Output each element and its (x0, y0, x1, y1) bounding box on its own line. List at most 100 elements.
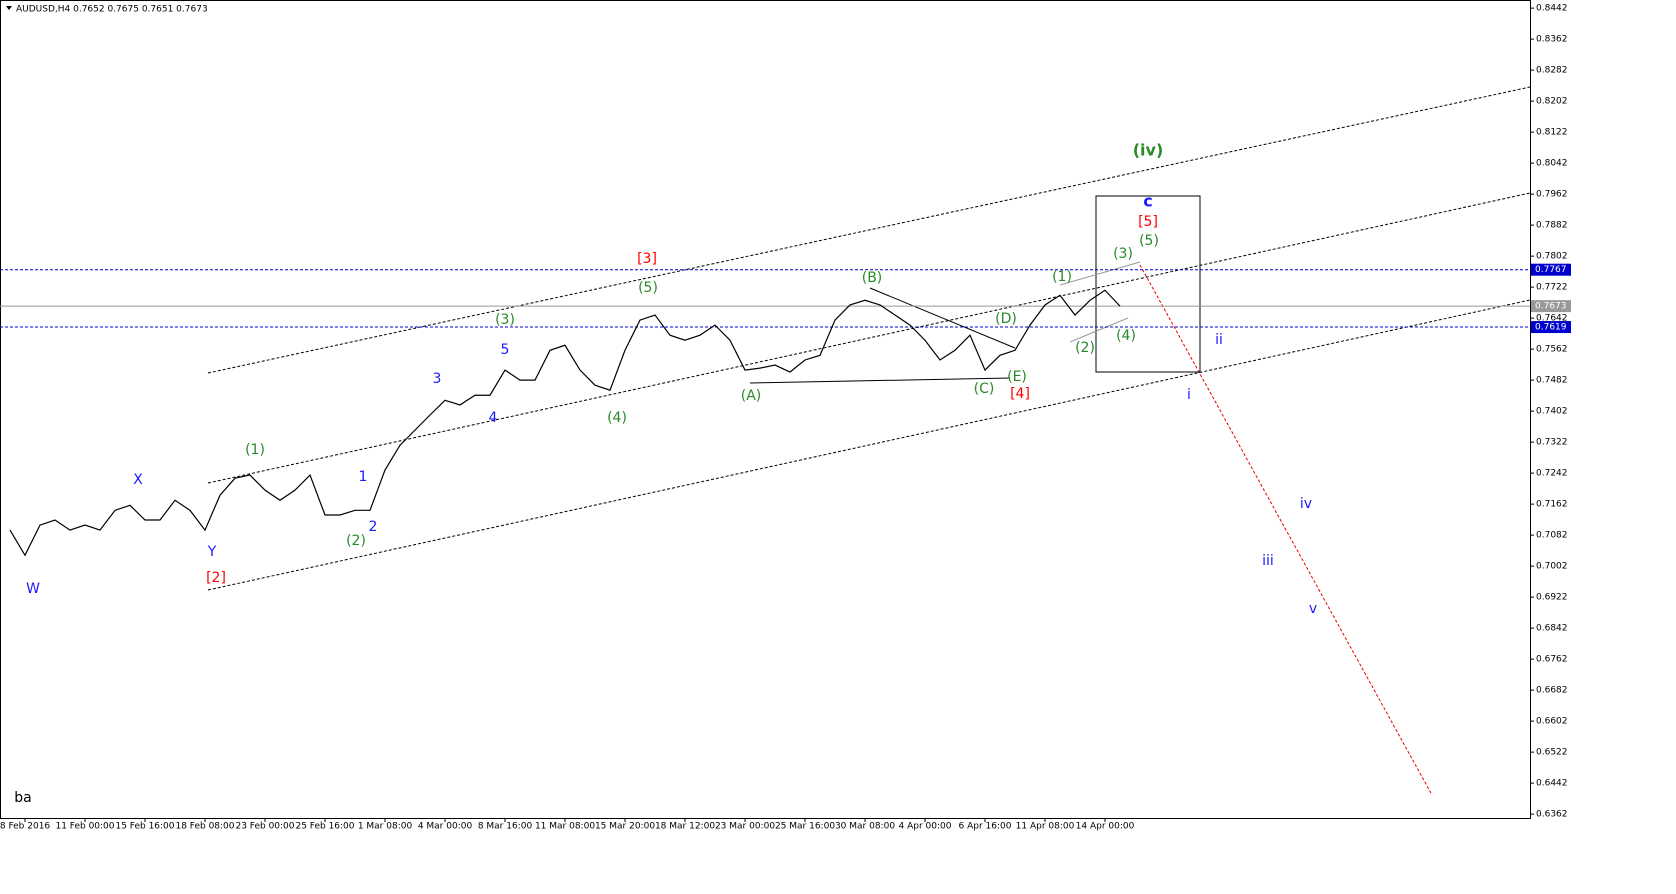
y-tick-label: 0.7882 (1536, 221, 1568, 231)
wave-label: [2] (206, 570, 226, 586)
channel-line (207, 86, 1531, 374)
wave-label: [4] (1010, 386, 1030, 402)
y-tick-label: 0.8042 (1536, 159, 1568, 169)
wave-label: (B) (862, 270, 883, 286)
x-tick-label: 23 Mar 00:00 (715, 822, 775, 832)
y-tick-label: 0.7322 (1536, 438, 1568, 448)
price-level-label: 0.7673 (1535, 302, 1567, 312)
wedge-line (1069, 317, 1129, 343)
price-level-tag (1531, 300, 1571, 313)
x-tick-label: 30 Mar 08:00 (835, 822, 895, 832)
wave-label: (3) (495, 312, 515, 328)
wave-label: c (1143, 192, 1152, 211)
wave-label: (iv) (1133, 141, 1164, 160)
x-tick-label: 11 Mar 08:00 (535, 822, 595, 832)
x-tick-label: 18 Mar 12:00 (655, 822, 715, 832)
y-tick-label: 0.7642 (1536, 314, 1568, 324)
y-tick-label: 0.7242 (1536, 469, 1568, 479)
wave-label: v (1309, 601, 1317, 617)
chart-title: AUDUSD,H4 0.7652 0.7675 0.7651 0.7673 (16, 5, 208, 15)
x-tick-label: 23 Feb 00:00 (235, 822, 294, 832)
y-tick-label: 0.8442 (1536, 4, 1568, 14)
wave-label: (2) (1075, 340, 1095, 356)
y-tick-label: 0.7722 (1536, 283, 1568, 293)
wave-label: 3 (433, 371, 442, 387)
x-tick-label: 25 Feb 16:00 (295, 822, 354, 832)
x-tick-label: 25 Mar 16:00 (775, 822, 835, 832)
x-tick-label: 8 Mar 16:00 (478, 822, 533, 832)
y-tick-label: 0.6522 (1536, 748, 1568, 758)
x-tick-label: 1 Mar 08:00 (358, 822, 413, 832)
x-tick-label: 11 Feb 00:00 (55, 822, 114, 832)
wave-label: [3] (637, 251, 657, 267)
x-tick-label: 18 Feb 08:00 (175, 822, 234, 832)
y-tick-label: 0.6762 (1536, 655, 1568, 665)
y-tick-label: 0.8282 (1536, 66, 1568, 76)
wave-label: (E) (1007, 369, 1027, 385)
wave-label: 1 (359, 469, 368, 485)
y-tick-label: 0.7802 (1536, 252, 1568, 262)
triangle-line (749, 377, 1011, 384)
wave-label: 2 (369, 519, 378, 535)
wave-label: (5) (1139, 233, 1159, 249)
triangle-line (869, 287, 1016, 349)
price-level-tag (1531, 263, 1571, 276)
plot-frame (0, 0, 1531, 819)
x-tick-label: 8 Feb 2016 (0, 822, 50, 832)
channel-line (207, 192, 1531, 484)
wave-label: Y (207, 544, 217, 560)
wave-label: (C) (974, 381, 995, 397)
wedge-line (1059, 261, 1141, 286)
x-tick-label: 6 Apr 16:00 (959, 822, 1012, 832)
y-tick-label: 0.8122 (1536, 128, 1568, 138)
x-tick-label: 4 Mar 00:00 (418, 822, 473, 832)
x-tick-label: 14 Apr 00:00 (1076, 822, 1135, 832)
x-tick-label: 4 Apr 00:00 (899, 822, 952, 832)
wave-label: i (1187, 387, 1191, 403)
price-level-label: 0.7619 (1535, 323, 1567, 333)
wave-label: (4) (607, 410, 627, 426)
wave-label: (3) (1113, 246, 1133, 262)
y-tick-label: 0.6922 (1536, 593, 1568, 603)
wave-label: (4) (1116, 328, 1136, 344)
y-tick-label: 0.8362 (1536, 35, 1568, 45)
menu-arrow (6, 6, 12, 10)
wave-label: X (133, 472, 143, 488)
y-tick-label: 0.7962 (1536, 190, 1568, 200)
wave-label: W (26, 581, 40, 597)
x-tick-label: 15 Feb 16:00 (115, 822, 174, 832)
x-tick-label: 15 Mar 20:00 (595, 822, 655, 832)
wave-label: (5) (638, 280, 658, 296)
y-tick-label: 0.7162 (1536, 500, 1568, 510)
wave-label: ba (14, 790, 31, 806)
projection-line (1139, 264, 1433, 796)
y-tick-label: 0.7482 (1536, 376, 1568, 386)
price-line (9, 289, 1121, 557)
wave-label: (1) (245, 442, 265, 458)
wave-label: iii (1262, 553, 1274, 569)
y-tick-label: 0.8202 (1536, 97, 1568, 107)
y-tick-label: 0.6442 (1536, 779, 1568, 789)
channel-line (207, 299, 1531, 591)
y-tick-label: 0.7082 (1536, 531, 1568, 541)
wave-label: 4 (489, 410, 498, 426)
wave-label: iv (1300, 496, 1312, 512)
channel-lines (207, 86, 1531, 591)
y-tick-label: 0.6682 (1536, 686, 1568, 696)
price-level-label: 0.7767 (1535, 265, 1567, 275)
wave-label: (D) (995, 311, 1017, 327)
y-tick-label: 0.6362 (1536, 810, 1568, 820)
target-box (1095, 195, 1201, 373)
price-level-tag (1531, 321, 1571, 334)
wave-label: (2) (346, 533, 366, 549)
x-tick-label: 11 Apr 08:00 (1016, 822, 1075, 832)
y-tick-label: 0.7002 (1536, 562, 1568, 572)
y-tick-label: 0.6842 (1536, 624, 1568, 634)
wave-label: ii (1215, 332, 1223, 348)
wave-label: [5] (1138, 214, 1158, 230)
y-tick-label: 0.7402 (1536, 407, 1568, 417)
wave-label: 5 (501, 342, 510, 358)
y-tick-label: 0.7562 (1536, 345, 1568, 355)
